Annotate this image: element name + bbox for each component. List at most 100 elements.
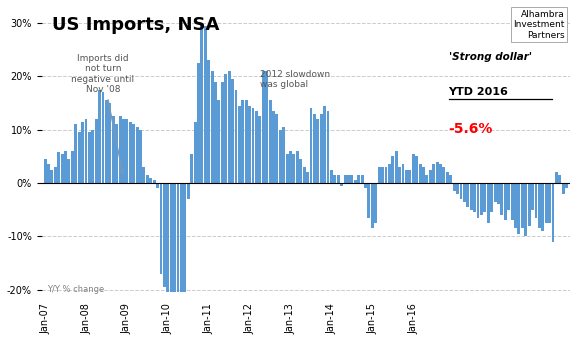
Bar (463, 183, 466, 202)
Bar (388, 164, 391, 183)
Bar (44, 159, 47, 183)
Bar (61, 153, 63, 183)
Bar (395, 151, 398, 183)
Text: Imports did
not turn
negative until
Nov '08: Imports did not turn negative until Nov … (72, 54, 134, 173)
Bar (548, 183, 551, 223)
Bar (459, 183, 462, 199)
Bar (265, 71, 268, 183)
Bar (299, 159, 302, 183)
Bar (545, 183, 548, 223)
Bar (272, 111, 275, 183)
Bar (436, 162, 439, 183)
Bar (262, 71, 265, 183)
Bar (507, 183, 510, 210)
Bar (252, 108, 254, 183)
Bar (156, 183, 159, 188)
Bar (139, 130, 142, 183)
Bar (316, 119, 319, 183)
Bar (531, 183, 534, 210)
Bar (81, 122, 84, 183)
Bar (269, 100, 272, 183)
Bar (211, 71, 213, 183)
Bar (173, 183, 176, 292)
Bar (541, 183, 544, 231)
Bar (258, 116, 261, 183)
Bar (108, 103, 111, 183)
Text: -5.6%: -5.6% (448, 122, 493, 136)
Bar (354, 180, 357, 183)
Bar (327, 111, 329, 183)
Bar (248, 106, 251, 183)
Bar (143, 167, 145, 183)
Bar (122, 119, 125, 183)
Bar (443, 167, 445, 183)
Bar (484, 183, 486, 212)
Bar (286, 153, 288, 183)
Bar (190, 153, 193, 183)
Bar (350, 175, 353, 183)
Bar (279, 130, 282, 183)
Bar (364, 183, 367, 188)
Bar (275, 114, 278, 183)
Bar (565, 183, 568, 188)
Bar (415, 156, 418, 183)
Bar (112, 116, 115, 183)
Bar (238, 106, 241, 183)
Bar (477, 183, 479, 218)
Bar (528, 183, 531, 226)
Bar (214, 81, 217, 183)
Bar (384, 167, 387, 183)
Bar (54, 167, 57, 183)
Bar (231, 79, 234, 183)
Bar (378, 167, 381, 183)
Bar (330, 169, 333, 183)
Bar (105, 100, 108, 183)
Bar (132, 124, 135, 183)
Bar (500, 183, 503, 215)
Bar (422, 167, 425, 183)
Bar (166, 183, 169, 292)
Bar (119, 116, 122, 183)
Bar (446, 172, 449, 183)
Bar (129, 122, 132, 183)
Text: YTD 2016: YTD 2016 (448, 87, 508, 97)
Text: 2012 slowdown
was global: 2012 slowdown was global (260, 70, 330, 89)
Bar (296, 151, 299, 183)
Bar (149, 178, 152, 183)
Bar (204, 26, 207, 183)
Bar (409, 169, 411, 183)
Bar (470, 183, 473, 210)
Text: 'Strong dollar': 'Strong dollar' (448, 52, 531, 62)
Bar (68, 159, 70, 183)
Bar (95, 119, 98, 183)
Bar (371, 183, 374, 228)
Bar (480, 183, 483, 215)
Text: Y/Y % change: Y/Y % change (47, 285, 104, 294)
Bar (85, 119, 88, 183)
Bar (57, 152, 60, 183)
Bar (180, 183, 183, 292)
Bar (125, 119, 128, 183)
Bar (78, 132, 81, 183)
Bar (255, 111, 258, 183)
Bar (398, 167, 401, 183)
Bar (136, 127, 138, 183)
Bar (320, 114, 323, 183)
Bar (559, 175, 561, 183)
Bar (306, 172, 309, 183)
Bar (456, 183, 459, 194)
Bar (163, 183, 166, 287)
Bar (562, 183, 565, 194)
Bar (538, 183, 541, 228)
Bar (429, 169, 432, 183)
Bar (71, 151, 74, 183)
Bar (64, 151, 67, 183)
Bar (159, 183, 163, 273)
Bar (88, 132, 91, 183)
Bar (183, 183, 186, 292)
Bar (514, 183, 517, 228)
Bar (153, 180, 156, 183)
Bar (241, 100, 244, 183)
Bar (289, 151, 292, 183)
Bar (146, 175, 149, 183)
